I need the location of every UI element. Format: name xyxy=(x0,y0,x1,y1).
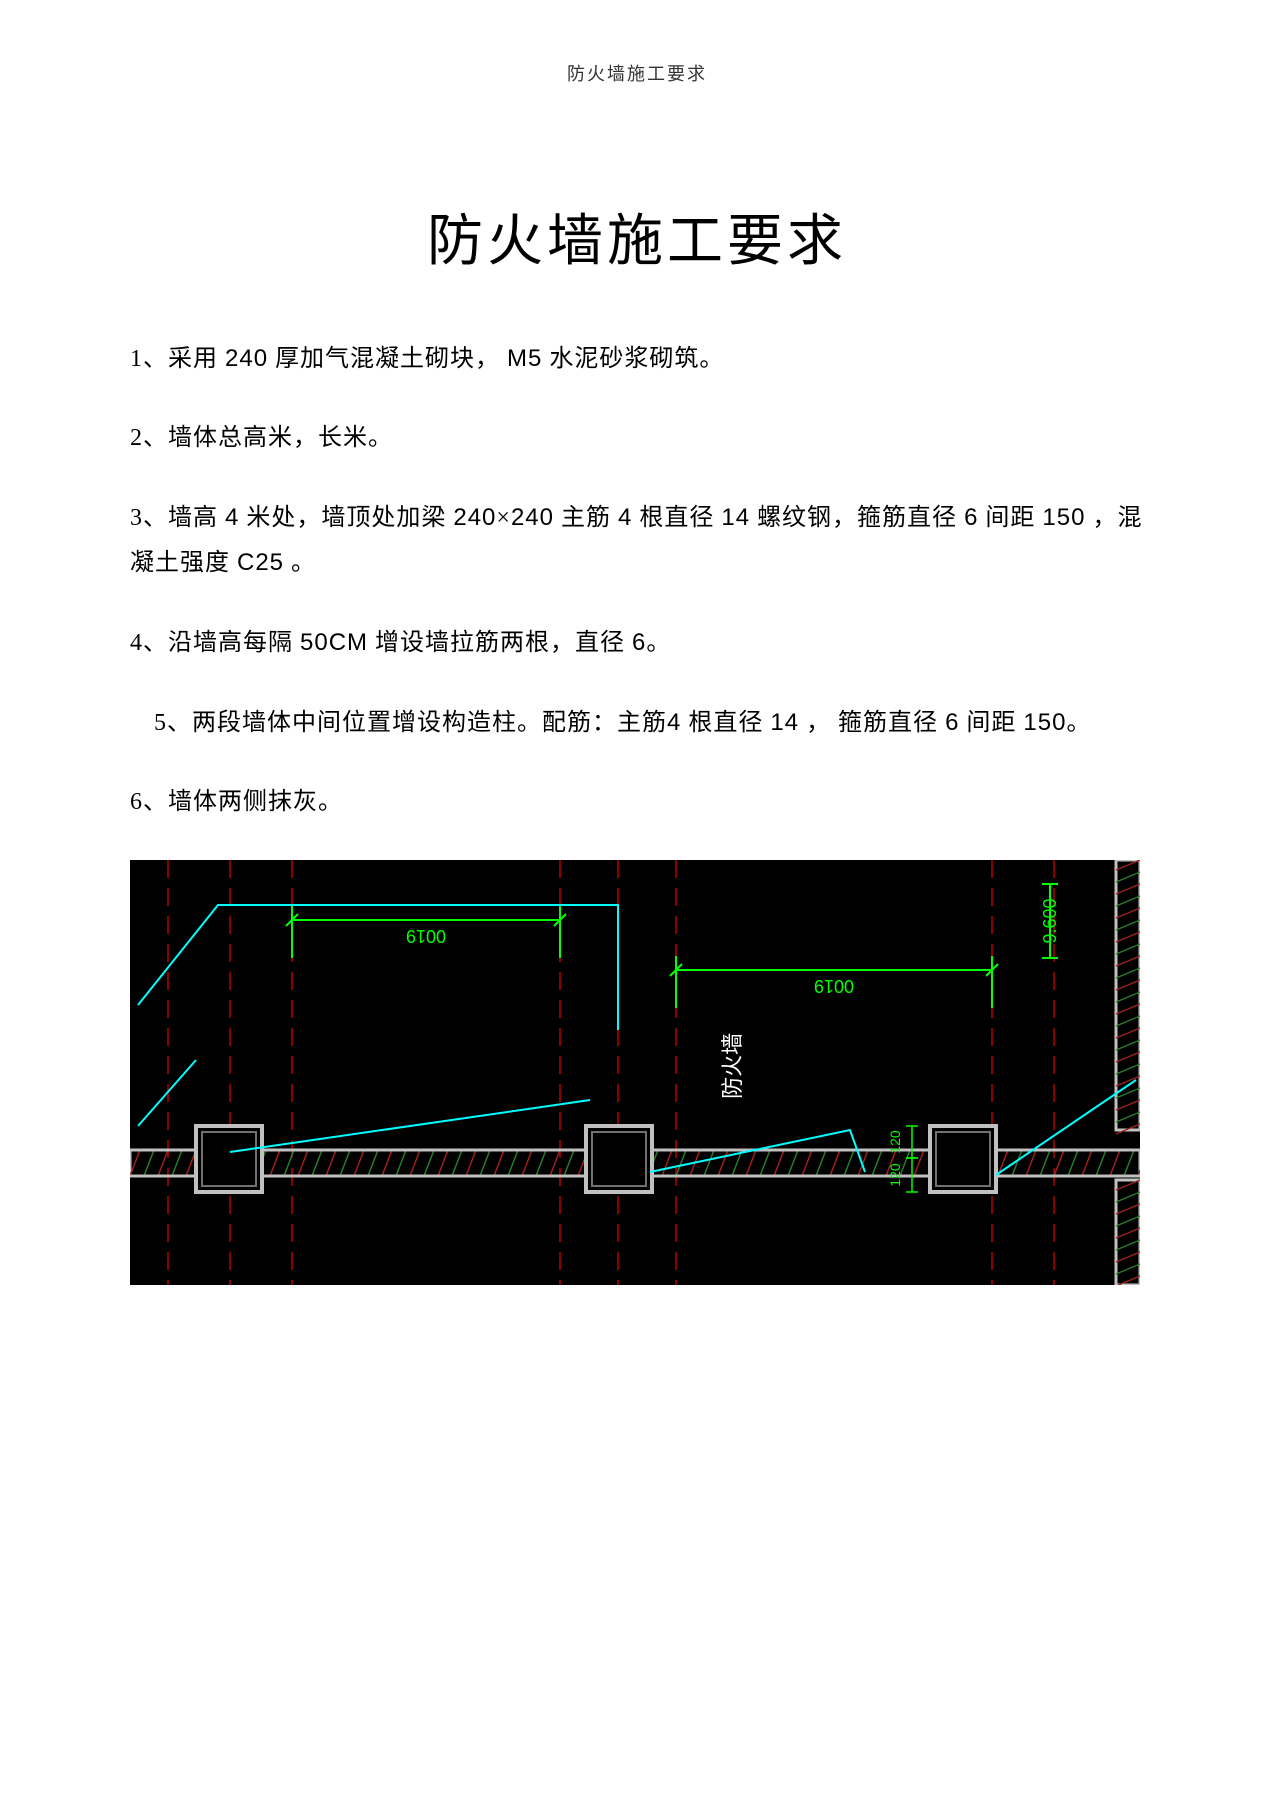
paragraph-5: 5、两段墙体中间位置增设构造柱。配筋：主筋4 根直径 14 ， 箍筋直径 6 间… xyxy=(130,701,1144,745)
paragraph-2: 2、墙体总高米，长米。 xyxy=(130,417,1144,460)
svg-text:120: 120 xyxy=(887,1163,903,1187)
svg-text:0019: 0019 xyxy=(814,976,854,996)
page-header-small: 防火墙施工要求 xyxy=(130,60,1144,86)
cad-svg: 0019 0019 9.600 120 120 防火墙 xyxy=(130,860,1140,1285)
svg-text:防火墙: 防火墙 xyxy=(720,1033,745,1099)
paragraph-1: 1、采用 240 厚加气混凝土砌块， M5 水泥砂浆砌筑。 xyxy=(130,337,1144,381)
paragraph-6: 6、墙体两侧抹灰。 xyxy=(130,781,1144,824)
svg-text:120: 120 xyxy=(887,1130,903,1154)
paragraph-4: 4、沿墙高每隔 50CM 增设墙拉筋两根，直径 6。 xyxy=(130,621,1144,665)
page-title: 防火墙施工要求 xyxy=(130,196,1144,277)
svg-text:0019: 0019 xyxy=(406,926,446,946)
cad-diagram: 0019 0019 9.600 120 120 防火墙 xyxy=(130,860,1144,1285)
svg-text:9.600: 9.600 xyxy=(1040,899,1060,944)
paragraph-3: 3、墙高 4 米处，墙顶处加梁 240×240 主筋 4 根直径 14 螺纹钢，… xyxy=(130,496,1144,584)
